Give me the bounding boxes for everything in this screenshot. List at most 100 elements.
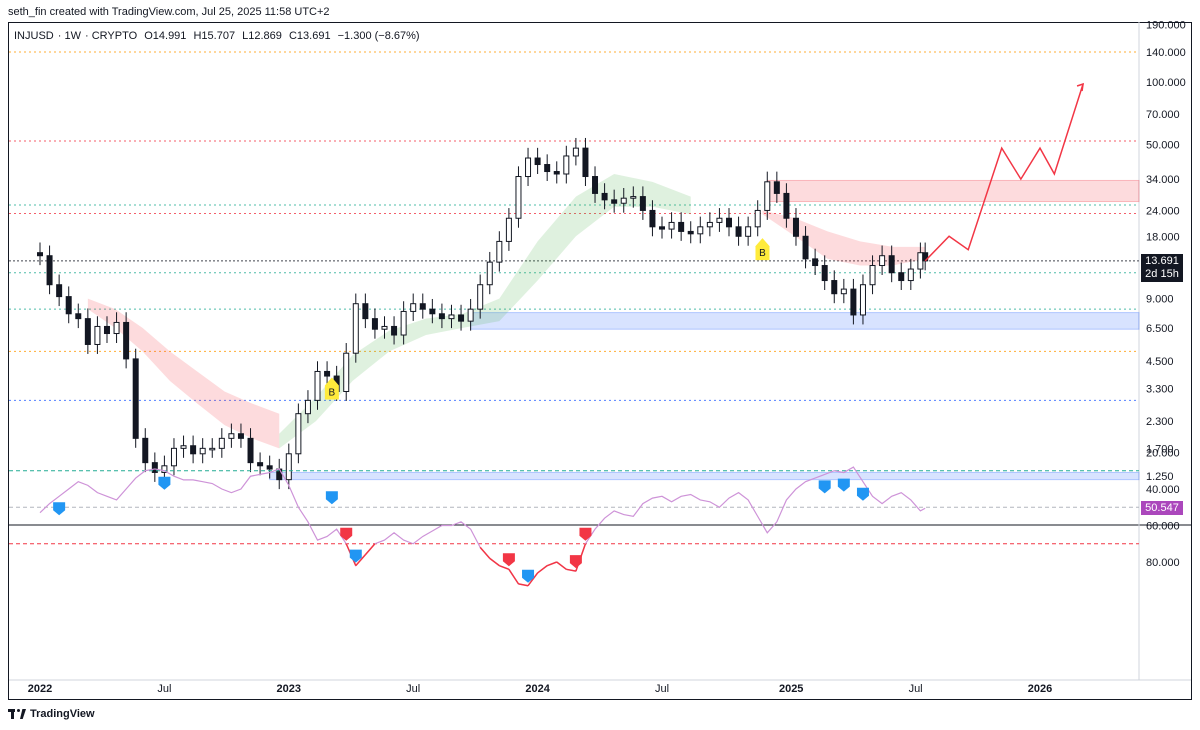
legend-symbol[interactable]: INJUSD — [14, 30, 54, 42]
price-axis-tick: 100.000 — [1146, 77, 1186, 89]
candle-bearish — [371, 318, 378, 330]
candle-bullish — [448, 314, 455, 320]
candle-bearish — [46, 255, 53, 286]
candle-bearish — [75, 313, 82, 320]
bar-countdown: 2d 15h — [1145, 267, 1179, 280]
legend-open: O14.991 — [144, 30, 187, 42]
rsi-overbought-segment — [499, 564, 510, 571]
candle-bullish — [754, 209, 761, 228]
time-axis-tick: 2025 — [779, 683, 803, 695]
rsi-signal-marker-blue — [325, 491, 338, 505]
candle-bearish — [687, 230, 694, 235]
candle-bullish — [113, 321, 120, 335]
rsi-overbought-segment — [566, 568, 577, 572]
candle-bullish — [180, 445, 187, 449]
tradingview-footer[interactable]: TradingView — [8, 708, 95, 720]
candle-bearish — [601, 192, 608, 201]
time-axis-tick: Jul — [406, 683, 420, 695]
candle-bullish — [764, 181, 771, 211]
candle-bearish — [151, 462, 158, 473]
candle-bearish — [142, 437, 149, 464]
price-axis-tick: 24.000 — [1146, 205, 1180, 217]
projection-path — [924, 83, 1084, 262]
candle-bearish — [802, 235, 809, 260]
candle-bullish — [706, 221, 713, 228]
candle-bullish — [400, 310, 407, 336]
candle-bullish — [170, 447, 177, 467]
candle-bullish — [840, 288, 847, 295]
price-axis-tick: 1.700 — [1146, 443, 1174, 455]
candle-bearish — [649, 209, 656, 228]
candle-bearish — [419, 303, 426, 310]
legend-change: −1.300 (−8.67%) — [337, 30, 420, 42]
price-axis-tick: 18.000 — [1146, 231, 1180, 243]
time-axis-tick: Jul — [909, 683, 923, 695]
candle-bearish — [190, 445, 197, 455]
candle-bullish — [477, 284, 484, 310]
price-axis-tick: 1.250 — [1146, 471, 1174, 483]
candle-bullish — [161, 465, 168, 473]
price-axis-tick: 4.500 — [1146, 356, 1174, 368]
candle-bullish — [745, 226, 752, 237]
candle-bearish — [678, 221, 685, 232]
candle-bullish — [209, 447, 216, 451]
rsi-overbought-segment — [518, 583, 529, 587]
candle-bearish — [821, 265, 828, 282]
rsi-signal-marker-blue — [349, 549, 362, 563]
candle-bullish — [314, 370, 321, 401]
legend-interval[interactable]: 1W — [64, 30, 81, 42]
rsi-overbought-segment — [556, 561, 567, 570]
candle-bullish — [467, 308, 474, 322]
candle-bearish — [391, 325, 398, 336]
candle-bullish — [859, 284, 866, 316]
time-axis-tick: Jul — [655, 683, 669, 695]
candle-bullish — [381, 325, 388, 330]
candle-bearish — [458, 314, 465, 322]
symbol-legend: INJUSD · 1W · CRYPTO O14.991 H15.707 L12.8… — [14, 30, 420, 42]
candle-bearish — [37, 252, 43, 257]
legend-low: L12.869 — [242, 30, 282, 42]
tradingview-logo-icon — [8, 709, 26, 719]
rsi-signal-marker-red — [502, 553, 515, 567]
candle-bullish — [620, 197, 627, 204]
rsi-signal-marker-blue — [856, 487, 869, 501]
candle-bearish — [659, 226, 666, 230]
tradingview-brand: TradingView — [30, 708, 95, 720]
time-axis-tick: 2022 — [28, 683, 52, 695]
candle-bearish — [898, 272, 905, 282]
candle-bullish — [343, 352, 350, 393]
rsi-overbought-segment — [479, 546, 491, 559]
rsi-overbought-segment — [489, 557, 500, 567]
candle-bearish — [237, 433, 244, 439]
rsi-overbought-segment — [364, 543, 376, 556]
candle-bearish — [783, 192, 790, 219]
candle-bullish — [563, 155, 570, 175]
rsi-axis-tick: 60.000 — [1146, 521, 1180, 533]
buy-signal-marker — [755, 238, 770, 261]
price-axis-tick: 6.500 — [1146, 323, 1174, 335]
buy-signal-label: B — [759, 248, 766, 259]
buy-signal-label: B — [329, 387, 336, 398]
candle-bullish — [218, 437, 225, 449]
candle-bearish — [56, 284, 63, 298]
candle-bullish — [869, 265, 876, 286]
candle-bullish — [496, 240, 503, 263]
candle-bullish — [515, 176, 522, 219]
rsi-axis-tick: 40.000 — [1146, 484, 1180, 496]
legend-exchange: CRYPTO — [91, 30, 138, 42]
rsi-overbought-segment — [355, 554, 366, 567]
candle-bearish — [592, 176, 599, 194]
last-price-tag: 13.691 2d 15h — [1141, 253, 1183, 282]
zone-supply-0 — [766, 179, 1140, 203]
candle-bearish — [324, 370, 331, 377]
rsi-signal-marker-red — [340, 527, 353, 541]
candle-bearish — [888, 255, 895, 274]
time-axis-tick: 2023 — [277, 683, 301, 695]
candle-bullish — [486, 261, 493, 286]
rsi-axis-tick: 20.000 — [1146, 448, 1180, 460]
buy-signal-marker — [324, 377, 339, 400]
price-axis-tick: 3.300 — [1146, 384, 1174, 396]
price-axis-tick: 70.000 — [1146, 109, 1180, 121]
candle-bullish — [630, 196, 637, 199]
